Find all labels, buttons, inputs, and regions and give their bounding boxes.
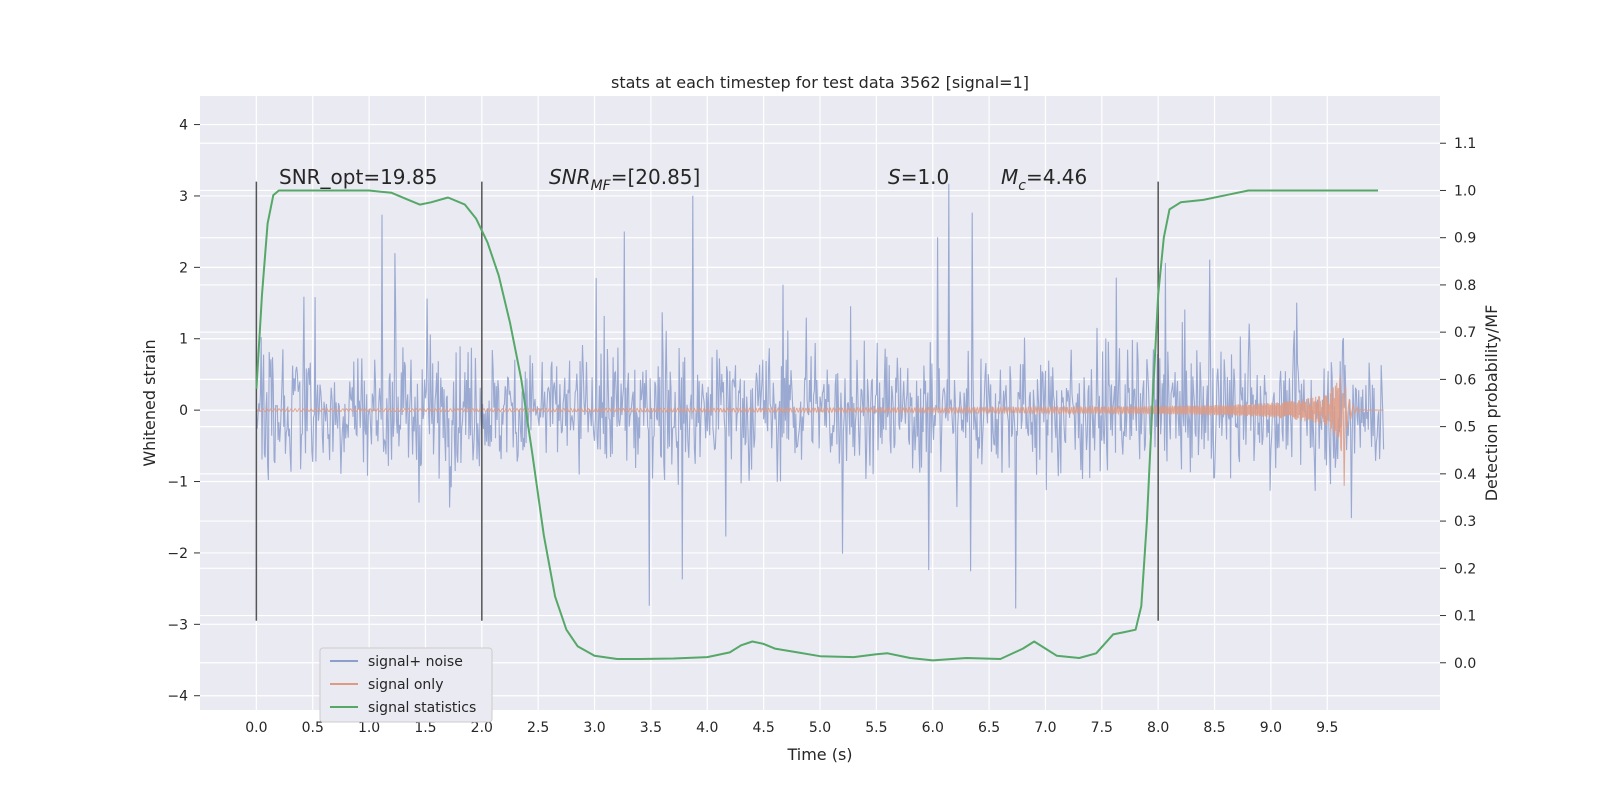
y-tick-label: −1 [167, 475, 188, 491]
y2-tick-label: 0.6 [1454, 372, 1476, 388]
y2-tick-label: 1.1 [1454, 136, 1476, 152]
y2-tick-label: 0.3 [1454, 514, 1476, 530]
y2-tick-label: 1.0 [1454, 183, 1476, 199]
annotation-mc-base: M [1001, 165, 1018, 189]
y2-tick-label: 0.2 [1454, 561, 1476, 577]
x-tick-label: 1.0 [358, 720, 380, 736]
y-tick-label: −3 [167, 617, 188, 633]
x-tick-label: 8.0 [1147, 720, 1169, 736]
x-tick-label: 4.5 [753, 720, 775, 736]
annotation-s-value: =1.0 [901, 165, 950, 189]
series-signal-statistics [255, 189, 1378, 662]
x-tick-label: 8.5 [1203, 720, 1225, 736]
y2-tick-label: 0.5 [1454, 420, 1476, 436]
x-tick-label: 4.0 [696, 720, 718, 736]
x-tick-label: 6.5 [978, 720, 1000, 736]
x-tick-label: 9.0 [1260, 720, 1282, 736]
y2-tick-label: 0.1 [1454, 609, 1476, 625]
legend: signal+ noise signal only signal statist… [319, 647, 493, 723]
chart-title: stats at each timestep for test data 356… [611, 73, 1029, 92]
legend-label-signal-statistics: signal statistics [368, 700, 476, 716]
annotation-snr-opt: SNR_opt=19.85 [279, 165, 437, 189]
y2-axis-title: Detection probability/MF [1482, 305, 1501, 502]
x-tick-label: 1.5 [414, 720, 436, 736]
annotation-snr-mf-sub: MF [591, 178, 612, 194]
y2-tick-label: 0.8 [1454, 278, 1476, 294]
x-tick-label: 7.0 [1034, 720, 1056, 736]
y-axis-title: Whitened strain [140, 339, 159, 466]
legend-box [319, 647, 493, 723]
annotation-mc-sub: c [1018, 178, 1026, 194]
x-tick-label: 0.0 [245, 720, 267, 736]
x-tick-label: 3.0 [583, 720, 605, 736]
annotation-snr-mf: SNRMF=[20.85] [549, 165, 700, 194]
annotation-s: S=1.0 [888, 165, 949, 189]
annotation-snr-mf-value: =[20.85] [611, 165, 701, 189]
annotation-s-base: S [888, 165, 901, 189]
y-tick-label: 4 [179, 118, 188, 134]
series-signal-only [256, 375, 1384, 486]
legend-label-signal-noise: signal+ noise [368, 654, 463, 670]
x-tick-label: 2.5 [527, 720, 549, 736]
x-tick-label: 5.5 [865, 720, 887, 736]
x-tick-label: 7.5 [1091, 720, 1113, 736]
y2-tick-label: 0.7 [1454, 325, 1476, 341]
y2-tick-label: 0.4 [1454, 467, 1476, 483]
x-tick-label: 0.5 [302, 720, 324, 736]
tick-layer: 0.0 0.5 1.0 1.5 2.0 2.5 3.0 3.5 4.0 4.5 5.0 5.5 6.0 6… [167, 118, 1476, 736]
x-tick-label: 6.0 [922, 720, 944, 736]
x-tick-label: 3.5 [640, 720, 662, 736]
x-axis-title: Time (s) [786, 745, 852, 764]
legend-label-signal-only: signal only [368, 677, 443, 693]
annotation-mc-value: =4.46 [1026, 165, 1087, 189]
y-tick-label: 2 [179, 260, 188, 276]
y-tick-label: −4 [167, 689, 188, 705]
x-tick-label: 5.0 [809, 720, 831, 736]
x-tick-label: 9.5 [1316, 720, 1338, 736]
series-signal-noise [255, 183, 1385, 609]
x-tick-label: 2.0 [471, 720, 493, 736]
y2-tick-label: 0.0 [1454, 656, 1476, 672]
annotation-snr-mf-base: SNR [549, 165, 591, 189]
y-tick-label: −2 [167, 546, 188, 562]
y-tick-label: 1 [179, 332, 188, 348]
annotation-mc: Mc=4.46 [1001, 165, 1087, 194]
y-tick-label: 3 [179, 189, 188, 205]
data-layer [255, 181, 1385, 662]
y-tick-label: 0 [179, 403, 188, 419]
y2-tick-label: 0.9 [1454, 231, 1476, 247]
